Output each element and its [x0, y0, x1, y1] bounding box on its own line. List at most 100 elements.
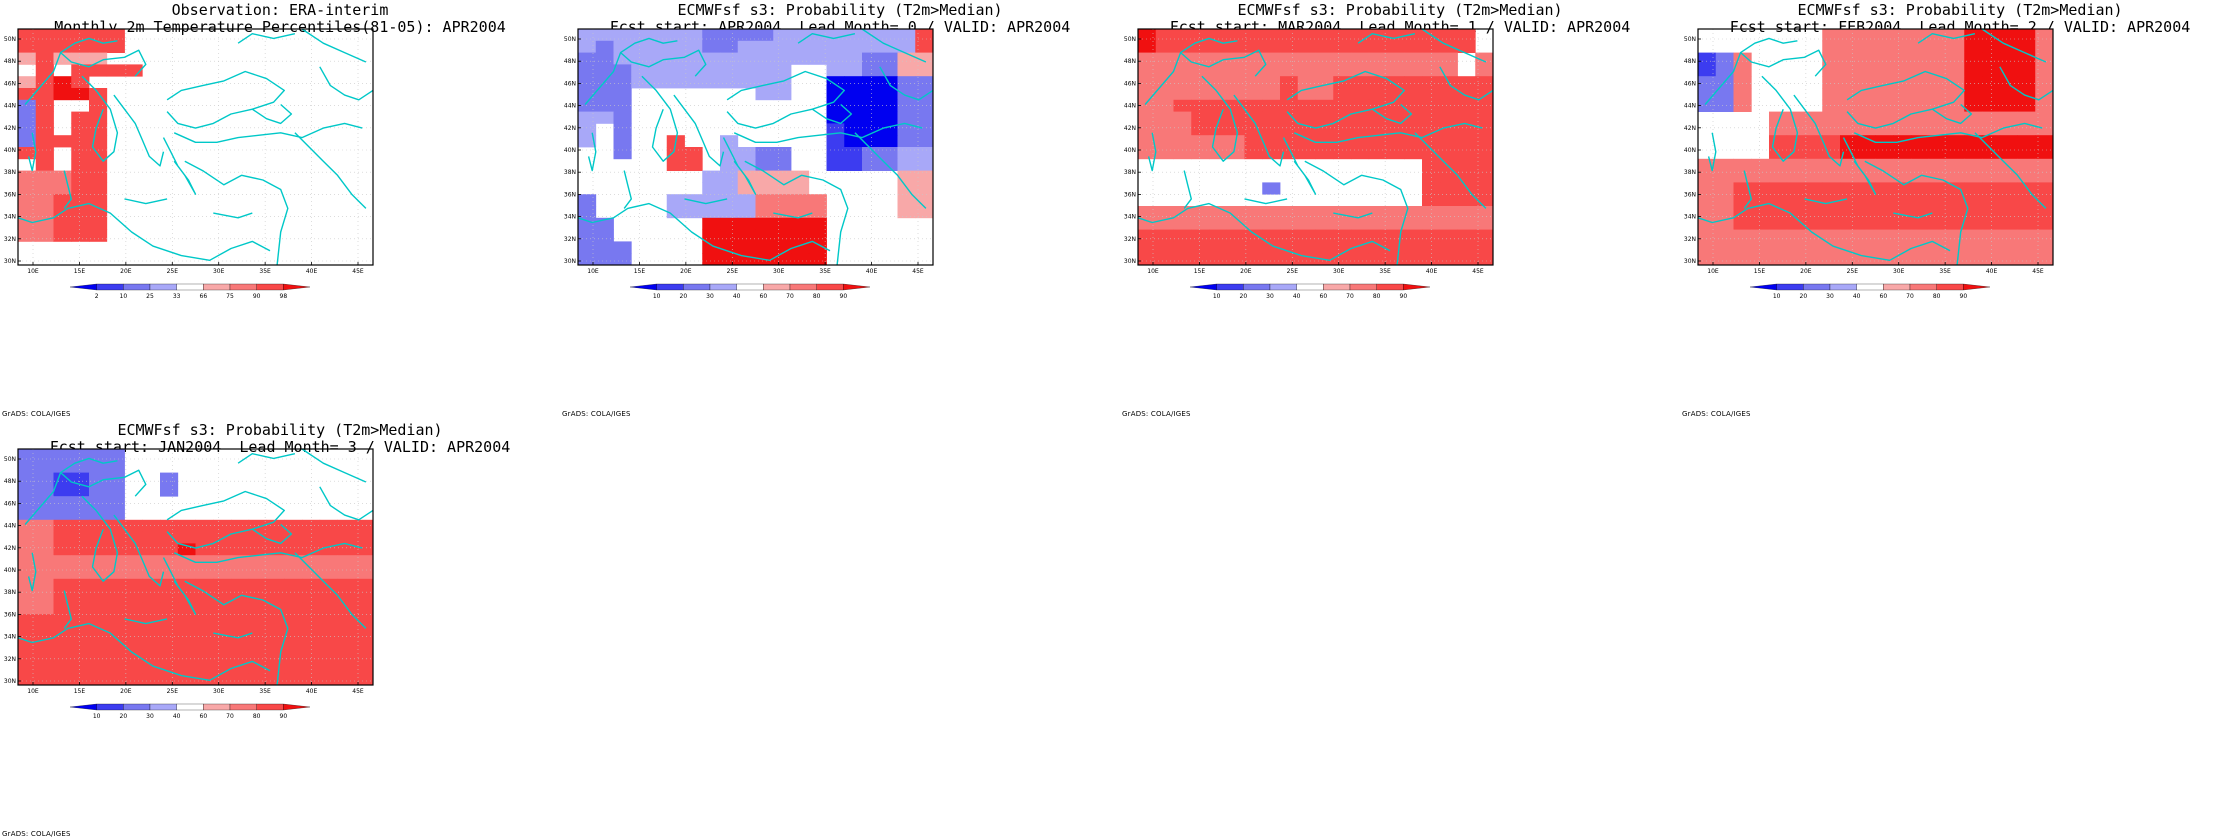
- shaded-cell: [702, 40, 721, 53]
- shaded-cell: [177, 531, 196, 544]
- shaded-cell: [1315, 99, 1334, 112]
- colorbar-label: 70: [1346, 293, 1354, 300]
- shaded-cell: [1946, 64, 1965, 77]
- shaded-cell: [248, 673, 267, 686]
- lon-label: 15E: [634, 268, 646, 275]
- shaded-cell: [1857, 29, 1876, 42]
- shaded-cell: [1928, 241, 1947, 254]
- shaded-cell: [35, 508, 54, 521]
- shaded-cell: [355, 661, 374, 674]
- shaded-cell: [2017, 253, 2036, 266]
- shaded-cell: [1209, 99, 1228, 112]
- shaded-cell: [2035, 135, 2054, 148]
- shaded-cell: [1804, 147, 1823, 160]
- shaded-cell: [1226, 88, 1245, 101]
- colorbar-label: 90: [1960, 293, 1968, 300]
- coastline: [726, 70, 845, 129]
- coastline: [237, 33, 296, 44]
- shaded-cell: [1475, 158, 1494, 171]
- shaded-cell: [89, 531, 108, 544]
- lon-label: 20E: [120, 268, 132, 275]
- shaded-cell: [2035, 241, 2054, 254]
- coastline: [1740, 49, 1827, 77]
- shaded-cell: [35, 590, 54, 603]
- shaded-cell: [1262, 206, 1281, 219]
- shaded-cell: [1209, 123, 1228, 136]
- shaded-cell: [231, 543, 250, 556]
- shaded-cell: [1138, 253, 1157, 266]
- shaded-cell: [1786, 217, 1805, 230]
- shaded-cell: [319, 614, 338, 627]
- shaded-cell: [284, 531, 303, 544]
- shaded-cell: [720, 135, 739, 148]
- shaded-cell: [1244, 99, 1263, 112]
- shaded-cell: [1698, 64, 1717, 77]
- map-plot: 50N 48N 46N 44N 42N 40N 38N 36N 34N 32N 30N 10E 15E 2…: [4, 28, 374, 300]
- shaded-cell: [71, 472, 90, 485]
- colorbar-label: 10: [1213, 293, 1221, 300]
- shaded-cell: [266, 614, 285, 627]
- shaded-cell: [124, 649, 143, 662]
- shaded-cell: [1439, 88, 1458, 101]
- colorbar-arrow: [283, 703, 311, 711]
- shaded-cell: [578, 99, 597, 112]
- shaded-cell: [1786, 111, 1805, 124]
- shaded-cell: [1928, 206, 1947, 219]
- shaded-cell: [71, 135, 90, 148]
- shaded-cell: [1226, 217, 1245, 230]
- shaded-cell: [106, 637, 125, 650]
- shaded-cell: [649, 64, 668, 77]
- shaded-cell: [1315, 206, 1334, 219]
- shaded-cell: [1475, 99, 1494, 112]
- lon-label: 10E: [587, 268, 599, 275]
- shaded-cell: [1982, 123, 2001, 136]
- shaded-cell: [1457, 217, 1476, 230]
- shaded-cell: [879, 52, 898, 65]
- shaded-cell: [1964, 253, 1983, 266]
- shaded-cell: [1733, 253, 1752, 266]
- shaded-cell: [35, 602, 54, 615]
- shaded-cell: [284, 649, 303, 662]
- shaded-cell: [737, 206, 756, 219]
- lat-label: 34N: [1684, 214, 1696, 221]
- shaded-cell: [720, 253, 739, 266]
- shaded-cell: [613, 29, 632, 42]
- lon-label: 40E: [1986, 268, 1998, 275]
- shaded-cell: [1840, 158, 1859, 171]
- lat-label: 34N: [4, 214, 16, 221]
- shaded-cell: [1138, 40, 1157, 53]
- shaded-cell: [1422, 241, 1441, 254]
- shaded-cell: [897, 111, 916, 124]
- colorbar-box: [1776, 283, 1804, 291]
- shaded-cell: [1191, 99, 1210, 112]
- shaded-cell: [1439, 147, 1458, 160]
- shaded-cell: [1244, 206, 1263, 219]
- coastline: [1707, 132, 1717, 172]
- shaded-cell: [826, 76, 845, 89]
- shaded-cell: [1297, 52, 1316, 65]
- shaded-cell: [1911, 253, 1930, 266]
- shaded-cell: [666, 158, 685, 171]
- shaded-cell: [808, 40, 827, 53]
- shaded-cell: [613, 52, 632, 65]
- shaded-cell: [862, 99, 881, 112]
- shaded-cell: [1857, 76, 1876, 89]
- shaded-cell: [791, 52, 810, 65]
- shaded-cell: [1173, 64, 1192, 77]
- shaded-cell: [35, 111, 54, 124]
- map-panel-lead2: ECMWFsf s3: Probability (T2m>Median) Fcs…: [1680, 0, 2240, 420]
- shaded-cell: [89, 147, 108, 160]
- coastline: [797, 33, 856, 44]
- map-frame: [1697, 28, 2054, 266]
- shaded-cell: [826, 64, 845, 77]
- shaded-cell: [2035, 170, 2054, 183]
- colorbar-label: 70: [786, 293, 794, 300]
- shaded-cell: [35, 472, 54, 485]
- shaded-cell: [18, 531, 37, 544]
- lat-label: 42N: [1124, 125, 1136, 132]
- shaded-cell: [1368, 253, 1387, 266]
- shaded-cell: [1840, 253, 1859, 266]
- shaded-cell: [1457, 135, 1476, 148]
- lat-label: 50N: [1124, 36, 1136, 43]
- shaded-cell: [649, 76, 668, 89]
